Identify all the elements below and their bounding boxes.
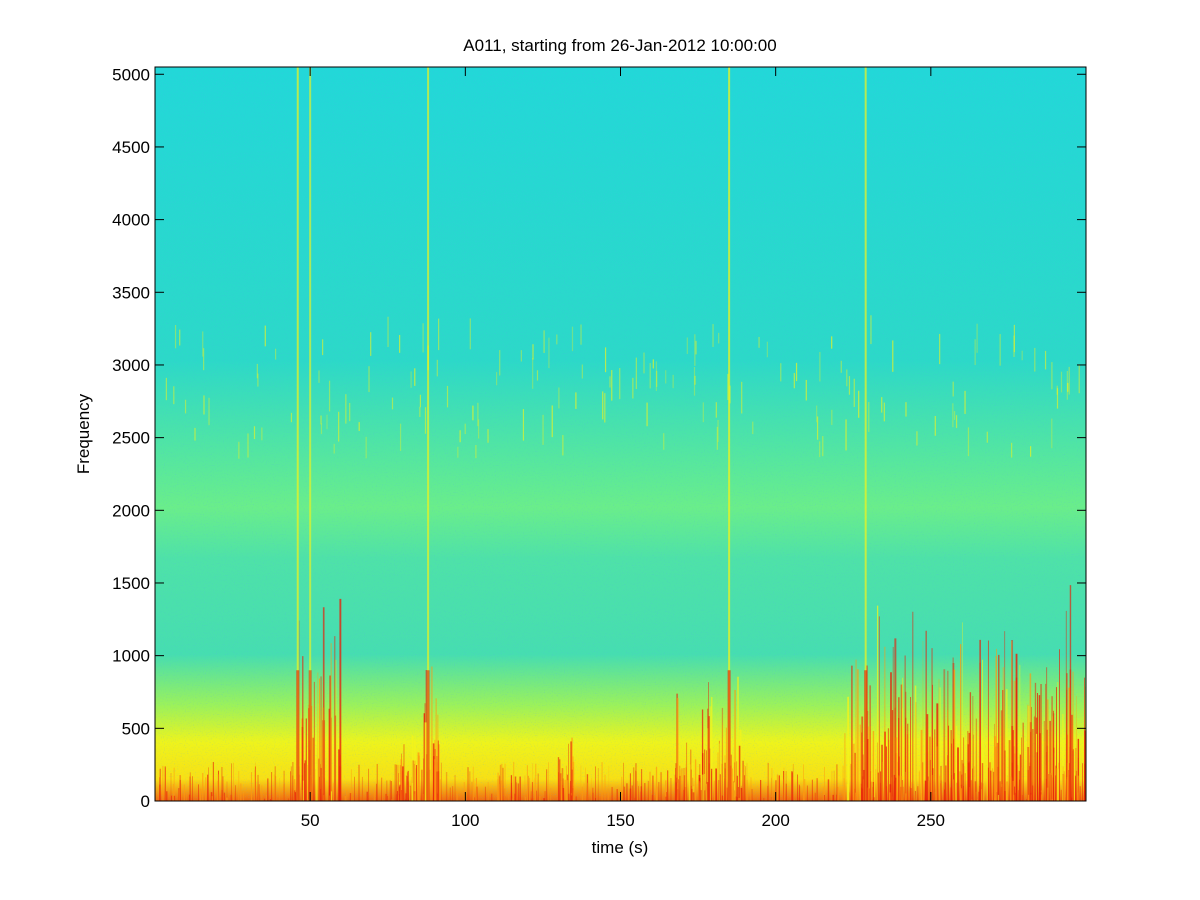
y-tick-label: 2500 (112, 429, 150, 448)
plot-area (155, 67, 1086, 801)
x-axis-label: time (s) (592, 838, 649, 857)
x-tick-label: 200 (761, 811, 789, 830)
x-tick-label: 100 (451, 811, 479, 830)
low-freq-burst (397, 666, 440, 801)
x-tick-label: 150 (606, 811, 634, 830)
y-tick-label: 5000 (112, 65, 150, 84)
y-axis-label: Frequency (74, 393, 93, 474)
y-tick-label: 3500 (112, 283, 150, 302)
spectrogram-noise (155, 67, 1086, 801)
y-tick-label: 1000 (112, 647, 150, 666)
events-layer (159, 67, 1086, 801)
y-tick-label: 2000 (112, 501, 150, 520)
y-tick-label: 4500 (112, 138, 150, 157)
y-axis: 0 500 1000 1500 2000 2500 3000 3500 4000 4500 5000 (112, 65, 1086, 811)
x-tick-label: 250 (917, 811, 945, 830)
y-tick-label: 3000 (112, 356, 150, 375)
y-tick-label: 0 (141, 792, 150, 811)
chart-title: A011, starting from 26-Jan-2012 10:00:00 (463, 36, 776, 55)
x-tick-label: 50 (301, 811, 320, 830)
low-band-texture (159, 761, 1085, 801)
x-axis: 50 100 150 200 250 (301, 67, 945, 830)
mid-band-texture (165, 315, 1080, 459)
y-tick-label: 1500 (112, 574, 150, 593)
y-tick-label: 4000 (112, 211, 150, 230)
y-tick-label: 500 (122, 719, 150, 738)
